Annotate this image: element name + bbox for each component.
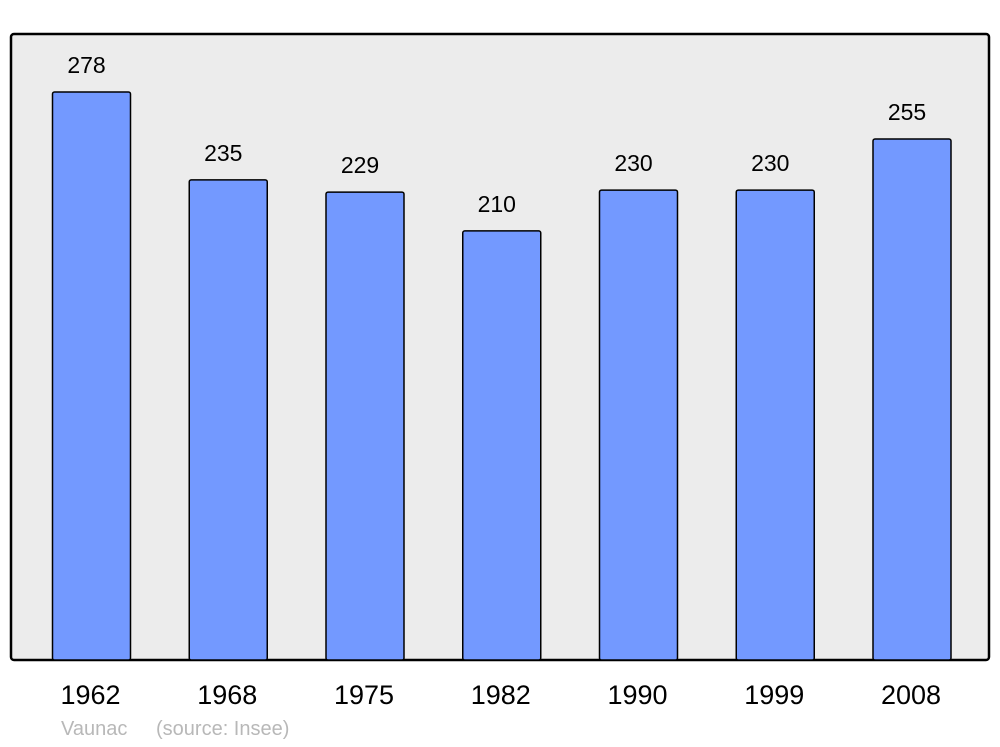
x-tick-label-1982: 1982 <box>471 680 531 710</box>
x-tick-label-1968: 1968 <box>197 680 257 710</box>
x-tick-label-2008: 2008 <box>881 680 941 710</box>
x-tick-label-1999: 1999 <box>744 680 804 710</box>
data-label-1975: 229 <box>341 152 379 178</box>
bar-1990 <box>598 189 679 661</box>
source-note: (source: Insee) <box>156 718 290 740</box>
bar-1962 <box>51 91 132 661</box>
bar-1975 <box>325 191 405 661</box>
bar-1982 <box>462 230 542 661</box>
data-label-1990: 230 <box>614 150 652 176</box>
x-tick-label-1975: 1975 <box>334 680 394 710</box>
place-name: Vaunac <box>61 718 128 740</box>
x-tick-label-1990: 1990 <box>607 680 667 710</box>
data-label-1982: 210 <box>478 191 516 217</box>
data-label-1962: 278 <box>67 52 105 78</box>
bar-1968 <box>188 179 268 661</box>
data-label-1968: 235 <box>204 140 242 166</box>
data-label-1999: 230 <box>751 150 789 176</box>
data-label-2008: 255 <box>888 99 926 125</box>
bar-2008 <box>872 138 952 661</box>
bar-1999 <box>735 189 815 661</box>
x-tick-label-1962: 1962 <box>60 680 120 710</box>
